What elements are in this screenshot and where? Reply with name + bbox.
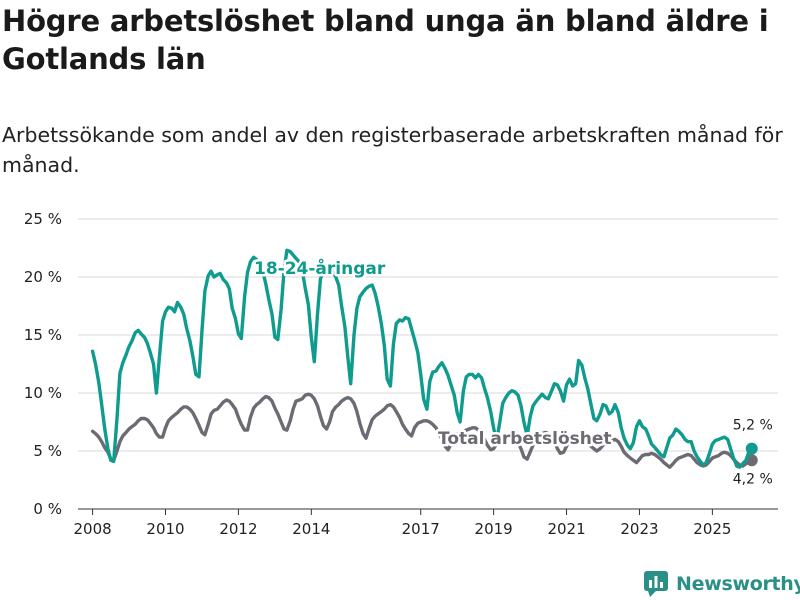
y-tick-label: 10 % xyxy=(24,384,62,402)
series-line-youth xyxy=(90,248,754,469)
end-point-youth xyxy=(745,442,758,455)
newsworthy-logo: Newsworthy xyxy=(644,569,800,599)
brand-name: Newsworthy xyxy=(676,573,800,595)
x-tick-label: 2019 xyxy=(475,520,513,538)
series-lines xyxy=(90,248,758,469)
x-tick-label: 2023 xyxy=(620,520,658,538)
x-tick-label: 2017 xyxy=(402,520,440,538)
series-name-label-halo: 18-24-åringar xyxy=(254,257,386,279)
y-tick-label: 0 % xyxy=(33,500,62,518)
y-tick-label: 20 % xyxy=(24,268,62,286)
y-tick-label: 15 % xyxy=(24,326,62,344)
end-value-label-total: 4,2 % xyxy=(733,471,773,487)
gridlines xyxy=(78,218,778,452)
series-labels: 4,2 %5,2 %18-24-åringar18-24-åringarTota… xyxy=(252,255,773,488)
bar-chart-logo-icon xyxy=(644,571,668,597)
y-tick-label: 5 % xyxy=(33,442,62,460)
y-tick-label: 25 % xyxy=(24,210,62,228)
series-name-label: 18-24-åringar xyxy=(254,257,386,279)
series-name-label: Total arbetslöshet xyxy=(438,429,612,449)
x-tick-label: 2021 xyxy=(547,520,585,538)
series-line-total xyxy=(90,392,754,469)
x-axis: 2008 2010 2012 2014 2017 2019 2021 2023 2025 xyxy=(73,508,778,538)
chart-subtitle: Arbetssökande som andel av den registerb… xyxy=(2,123,783,177)
x-tick-label: 2025 xyxy=(693,520,731,538)
chart-title: Högre arbetslöshet bland unga än bland ä… xyxy=(2,4,769,76)
series-name-label-halo: Total arbetslöshet xyxy=(438,429,612,449)
x-tick-label: 2014 xyxy=(292,520,330,538)
x-tick-label: 2008 xyxy=(73,520,111,538)
y-axis-tick-labels: 0 % 5 % 10 % 15 % 20 % 25 % xyxy=(24,210,62,518)
x-tick-label: 2012 xyxy=(219,520,257,538)
end-value-label-youth: 5,2 % xyxy=(733,418,773,434)
x-tick-label: 2010 xyxy=(146,520,184,538)
